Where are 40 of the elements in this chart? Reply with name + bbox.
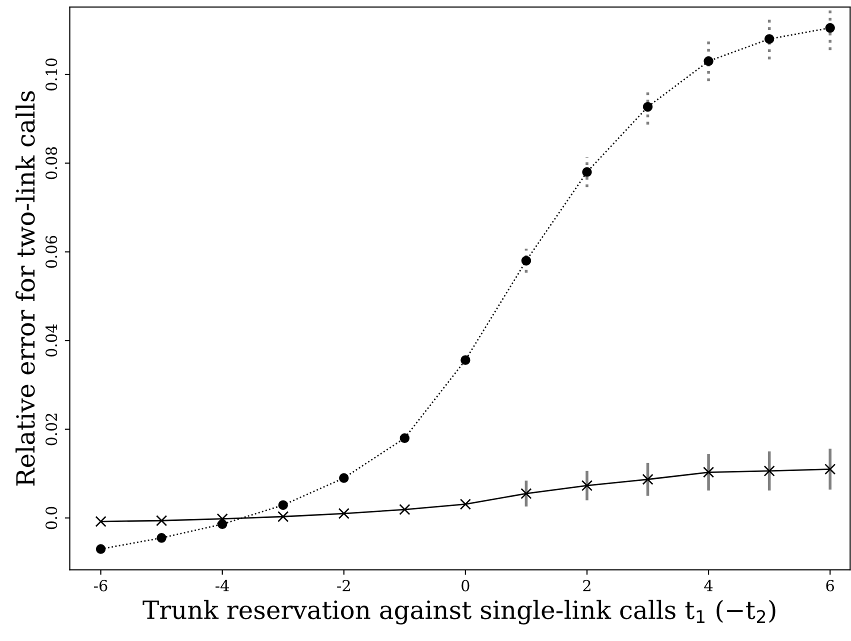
- point: [825, 23, 835, 33]
- point: [521, 256, 532, 266]
- point: [338, 508, 350, 520]
- x-tick-label: 4: [704, 580, 713, 592]
- point: [339, 473, 349, 483]
- point: [460, 498, 471, 510]
- x-tick-label: 0: [462, 580, 470, 592]
- x-tick-label: 6: [826, 580, 834, 592]
- point: [399, 504, 410, 516]
- point: [764, 465, 775, 477]
- point: [582, 167, 592, 177]
- y-tick-label: 0.10: [46, 58, 58, 90]
- x-tick-label: -4: [216, 580, 229, 592]
- y-tick-label: 0.08: [46, 147, 58, 180]
- point: [642, 474, 654, 485]
- y-tick-label: 0.0: [46, 506, 58, 530]
- point: [95, 516, 106, 528]
- point: [704, 56, 714, 66]
- point: [96, 544, 106, 554]
- x-axis-title: Trunk reservation against single-link calls t$_{1}$ (−t$_{2}$): [142, 600, 776, 624]
- x-tick-label: -2: [337, 580, 350, 592]
- point: [520, 488, 532, 500]
- point: [824, 464, 836, 475]
- point: [702, 466, 714, 478]
- point: [642, 102, 653, 112]
- point: [278, 511, 289, 522]
- x-tick-label: -6: [94, 580, 108, 592]
- y-tick-label: 0.04: [46, 324, 58, 357]
- point: [156, 515, 168, 526]
- y-axis-title: Relative error for two-link calls: [16, 91, 35, 486]
- point: [216, 513, 228, 524]
- y-tick-label: 0.02: [46, 414, 58, 446]
- point: [278, 500, 288, 510]
- point: [400, 433, 410, 443]
- x-tick-label: 2: [583, 580, 590, 592]
- point: [581, 480, 593, 492]
- point: [460, 355, 470, 365]
- point: [156, 533, 166, 543]
- y-tick-label: 0.06: [46, 236, 58, 268]
- point: [764, 34, 774, 44]
